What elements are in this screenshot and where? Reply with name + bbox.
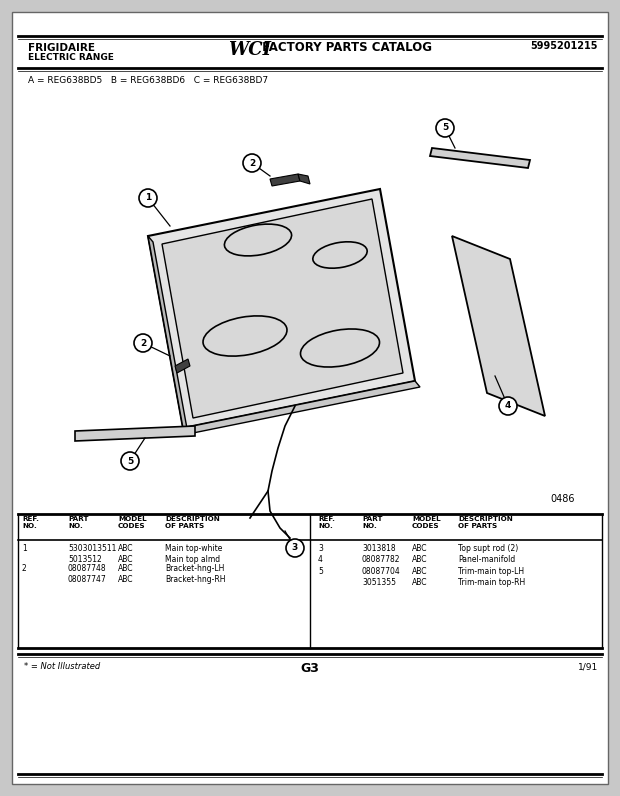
Polygon shape xyxy=(175,359,190,373)
Circle shape xyxy=(134,334,152,352)
Text: 2: 2 xyxy=(249,158,255,167)
Circle shape xyxy=(139,189,157,207)
Text: 5: 5 xyxy=(127,456,133,466)
Circle shape xyxy=(121,452,139,470)
Text: ABC
ABC: ABC ABC xyxy=(118,564,133,584)
Ellipse shape xyxy=(313,242,367,268)
Text: A = REG638BD5   B = REG638BD6   C = REG638BD7: A = REG638BD5 B = REG638BD6 C = REG638BD… xyxy=(28,76,268,85)
Text: ABC
ABC: ABC ABC xyxy=(412,567,428,587)
Text: ABC
ABC: ABC ABC xyxy=(118,544,133,564)
Polygon shape xyxy=(270,174,300,186)
Text: 1: 1 xyxy=(22,544,27,553)
Text: 4: 4 xyxy=(318,556,323,564)
Text: PART
NO.: PART NO. xyxy=(362,516,383,529)
Text: 3: 3 xyxy=(318,544,323,553)
Text: ABC: ABC xyxy=(412,544,428,553)
Ellipse shape xyxy=(203,316,287,356)
Text: 2: 2 xyxy=(140,338,146,348)
Text: 5303013511
5013512: 5303013511 5013512 xyxy=(68,544,117,564)
Text: Trim-main top-LH
Trim-main top-RH: Trim-main top-LH Trim-main top-RH xyxy=(458,567,525,587)
Polygon shape xyxy=(148,189,415,428)
Text: 1: 1 xyxy=(145,193,151,202)
Text: REF.
NO.: REF. NO. xyxy=(318,516,335,529)
Polygon shape xyxy=(162,199,403,418)
Text: 5: 5 xyxy=(318,567,323,576)
Text: 08087704
3051355: 08087704 3051355 xyxy=(362,567,401,587)
Text: ELECTRIC RANGE: ELECTRIC RANGE xyxy=(28,53,114,62)
Text: MODEL
CODES: MODEL CODES xyxy=(412,516,441,529)
Polygon shape xyxy=(430,148,530,168)
Ellipse shape xyxy=(224,224,291,256)
Text: DESCRIPTION
OF PARTS: DESCRIPTION OF PARTS xyxy=(458,516,513,529)
Text: FRIGIDAIRE: FRIGIDAIRE xyxy=(28,43,95,53)
Text: PART
NO.: PART NO. xyxy=(68,516,89,529)
Text: 08087748
08087747: 08087748 08087747 xyxy=(68,564,107,584)
Ellipse shape xyxy=(301,329,379,367)
Circle shape xyxy=(286,539,304,557)
Text: 08087782: 08087782 xyxy=(362,556,401,564)
Text: 5995201215: 5995201215 xyxy=(531,41,598,51)
Text: 4: 4 xyxy=(505,401,511,411)
Text: Top supt rod (2): Top supt rod (2) xyxy=(458,544,518,553)
Text: 3: 3 xyxy=(292,544,298,552)
Circle shape xyxy=(436,119,454,137)
Text: 2: 2 xyxy=(22,564,27,573)
Text: 0486: 0486 xyxy=(551,494,575,504)
Text: 5: 5 xyxy=(442,123,448,132)
Text: Panel-manifold: Panel-manifold xyxy=(458,556,515,564)
Text: 1/91: 1/91 xyxy=(578,662,598,671)
Text: Main top-white
Main top almd: Main top-white Main top almd xyxy=(165,544,223,564)
Text: ABC: ABC xyxy=(412,556,428,564)
Circle shape xyxy=(243,154,261,172)
Text: * = Not Illustrated: * = Not Illustrated xyxy=(24,662,100,671)
Text: MODEL
CODES: MODEL CODES xyxy=(118,516,146,529)
Text: FACTORY PARTS CATALOG: FACTORY PARTS CATALOG xyxy=(258,41,432,54)
Text: WCI: WCI xyxy=(228,41,271,59)
Polygon shape xyxy=(298,174,310,184)
Text: REF.
NO.: REF. NO. xyxy=(22,516,39,529)
Text: Bracket-hng-LH
Bracket-hng-RH: Bracket-hng-LH Bracket-hng-RH xyxy=(165,564,226,584)
Polygon shape xyxy=(148,236,188,434)
Polygon shape xyxy=(75,426,195,441)
Text: 3013818: 3013818 xyxy=(362,544,396,553)
Text: G3: G3 xyxy=(301,662,319,675)
Polygon shape xyxy=(183,381,420,434)
Polygon shape xyxy=(452,236,545,416)
Circle shape xyxy=(499,397,517,415)
Text: DESCRIPTION
OF PARTS: DESCRIPTION OF PARTS xyxy=(165,516,219,529)
